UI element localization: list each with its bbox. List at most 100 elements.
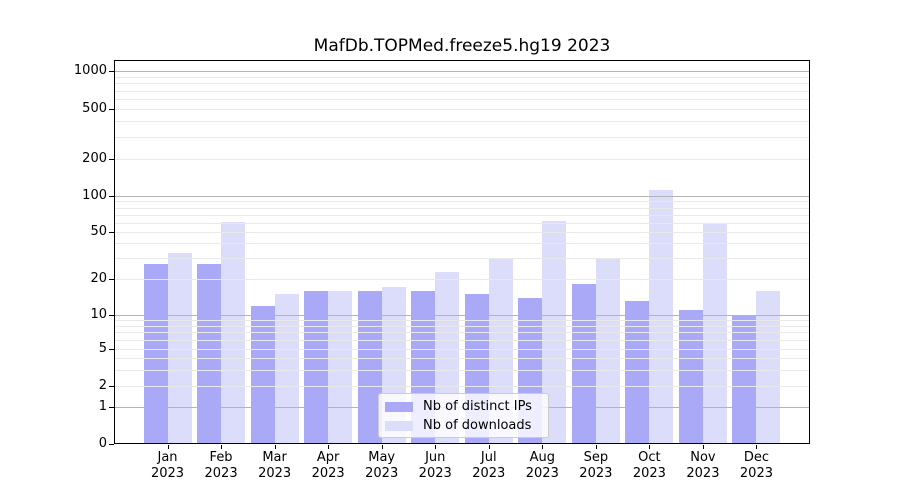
x-tick-label-year-aug: 2023 [525,466,559,481]
gridline-minor-8 [114,325,810,327]
x-tick-label-feb: Feb 2023 [194,450,248,482]
gridline-minor-3 [114,369,810,371]
x-tick-dec [756,445,758,449]
x-tick-label-year-sep: 2023 [579,466,613,481]
x-tick-label-apr: Apr 2023 [301,450,355,482]
legend: Nb of distinct IPs Nb of downloads [378,393,549,438]
x-tick-label-month-apr: Apr [316,450,340,465]
gridline-minor-30 [114,258,810,260]
x-tick-mar [274,445,276,449]
gridline-major-100 [114,196,810,197]
x-tick-label-year-jun: 2023 [418,466,452,481]
gridline-minor-5 [114,349,810,350]
bar-nb-of-distinct-ips-may [357,290,382,444]
y-tick-label-10: 10 [90,307,107,322]
legend-item-downloads: Nb of downloads [385,417,548,435]
bar-nb-of-distinct-ips-apr [304,290,329,444]
gridline-minor-200 [114,159,810,160]
chart-title: MafDb.TOPMed.freeze5.hg19 2023 [313,36,611,56]
gridline-major-1000 [114,71,810,72]
x-tick-sep [595,445,597,449]
x-tick-label-year-mar: 2023 [258,466,292,481]
x-tick-label-year-oct: 2023 [632,466,666,481]
legend-item-distinct-ips: Nb of distinct IPs [385,398,548,416]
gridline-minor-300 [114,136,810,138]
y-tick-0 [109,444,114,445]
x-tick-label-oct: Oct 2023 [622,450,676,482]
gridline-minor-70 [114,214,810,216]
y-tick-200 [109,159,114,160]
y-tick-1000 [109,71,114,72]
gridline-minor-700 [114,90,810,92]
gridline-minor-50 [114,232,810,233]
x-tick-label-year-dec: 2023 [739,466,773,481]
x-tick-label-year-nov: 2023 [686,466,720,481]
gridline-minor-60 [114,222,810,224]
gridline-minor-400 [114,121,810,123]
legend-swatch-distinct-ips [385,402,413,412]
x-tick-label-month-may: May [368,450,396,465]
x-tick-may [381,445,383,449]
x-tick-label-mar: Mar 2023 [248,450,302,482]
x-tick-label-jul: Jul 2023 [462,450,516,482]
x-tick-label-month-sep: Sep [583,450,609,465]
gridline-minor-600 [114,99,810,100]
bar-nb-of-distinct-ips-mar [250,305,275,444]
gridline-minor-9 [114,320,810,322]
y-tick-1 [109,407,114,408]
legend-label-distinct-ips: Nb of distinct IPs [423,399,532,414]
x-tick-label-month-aug: Aug [529,450,555,465]
gridline-minor-7 [114,332,810,334]
bar-nb-of-distinct-ips-dec [732,315,757,444]
bar-nb-of-distinct-ips-feb [197,263,222,444]
y-tick-label-1000: 1000 [73,63,107,78]
gridline-minor-500 [114,109,810,110]
y-tick-100 [109,196,114,197]
y-tick-label-2: 2 [98,378,107,393]
x-tick-label-may: May 2023 [355,450,409,482]
bar-nb-of-distinct-ips-oct [625,301,650,444]
bar-nb-of-downloads-jan [167,253,192,444]
x-tick-label-jun: Jun 2023 [408,450,462,482]
legend-swatch-downloads [385,421,413,431]
bar-nb-of-distinct-ips-nov [678,310,703,444]
x-tick-label-dec: Dec 2023 [729,450,783,482]
gridline-minor-900 [114,76,810,78]
x-tick-label-month-jun: Jun [425,450,446,465]
y-tick-label-50: 50 [90,224,107,239]
y-tick-label-0: 0 [98,436,107,451]
bar-nb-of-downloads-dec [756,290,781,444]
x-tick-label-month-feb: Feb [209,450,233,465]
x-tick-label-aug: Aug 2023 [515,450,569,482]
x-tick-jul [488,445,490,449]
x-tick-label-month-dec: Dec [743,450,770,465]
x-tick-feb [221,445,223,449]
y-tick-label-100: 100 [82,188,107,203]
y-tick-label-200: 200 [82,151,107,166]
bar-nb-of-distinct-ips-jan [143,263,168,444]
x-tick-label-year-apr: 2023 [311,466,345,481]
x-tick-oct [649,445,651,449]
x-tick-label-year-jul: 2023 [472,466,506,481]
gridline-major-10 [114,315,810,316]
gridline-minor-40 [114,243,810,245]
plot-area [114,60,810,444]
x-tick-label-sep: Sep 2023 [569,450,623,482]
x-tick-jun [435,445,437,449]
gridline-minor-800 [114,83,810,85]
x-tick-label-jan: Jan 2023 [141,450,195,482]
x-tick-jan [167,445,169,449]
x-tick-aug [542,445,544,449]
y-tick-50 [109,232,114,233]
y-tick-10 [109,315,114,316]
legend-label-downloads: Nb of downloads [423,418,532,433]
gridline-minor-4 [114,358,810,359]
y-tick-label-500: 500 [82,101,107,116]
y-tick-label-1: 1 [98,399,107,414]
x-tick-label-month-nov: Nov [690,450,716,465]
y-tick-2 [109,386,114,387]
x-tick-label-year-jan: 2023 [150,466,185,481]
y-tick-5 [109,349,114,350]
gridline-minor-80 [114,207,810,209]
